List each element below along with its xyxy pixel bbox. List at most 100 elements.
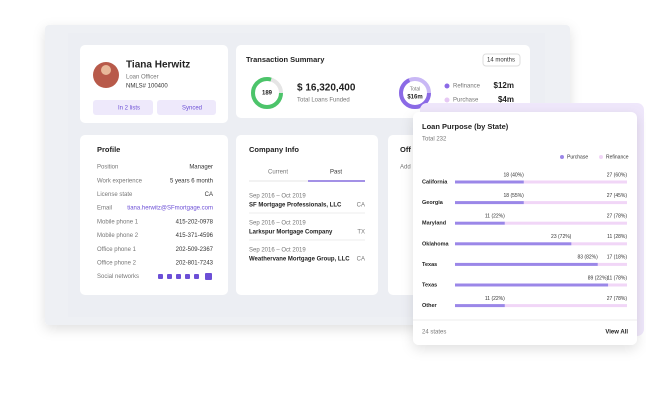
title: Transaction Summary — [246, 55, 325, 64]
bar — [455, 304, 505, 308]
row-value: 415-202-0978 — [176, 219, 214, 225]
row-label: Social networks — [97, 274, 139, 280]
total-label: Total — [410, 86, 421, 92]
state: CA — [357, 203, 365, 209]
row-label: Work experience — [97, 178, 143, 184]
badge — [482, 53, 521, 67]
nmls: NMLS# 100400 — [126, 84, 168, 90]
legend-dot — [444, 97, 450, 103]
name: Tiana Herwitz — [126, 60, 190, 71]
bar — [455, 221, 505, 225]
title: Loan Purpose (by State) — [422, 122, 509, 131]
value-label: 18 (40%) — [504, 172, 525, 178]
dates: Sep 2016 – Oct 2019 — [249, 194, 306, 200]
legend: Refinance — [606, 154, 629, 160]
icon[interactable] — [185, 274, 190, 279]
profile-rows: Position Manager Work experience 5 years 6 … — [97, 165, 214, 281]
icon[interactable] — [158, 274, 163, 279]
total: $16m — [407, 95, 422, 101]
value-label: 89 (22%) — [588, 275, 609, 281]
state: Other — [422, 303, 438, 309]
view-all[interactable]: View All — [605, 330, 628, 336]
count: 189 — [262, 91, 273, 97]
row-label: Office phone 2 — [97, 260, 137, 266]
row-label: Position — [97, 165, 118, 171]
tab[interactable]: Current — [268, 170, 288, 176]
legend: Refinance — [453, 84, 481, 90]
amount: $ 16,320,400 — [297, 83, 356, 94]
add[interactable]: Add — [400, 165, 411, 171]
card — [236, 45, 530, 118]
bar — [504, 221, 627, 225]
bar — [571, 242, 627, 246]
title: Company Info — [249, 145, 299, 154]
button[interactable] — [157, 100, 216, 115]
row-value: 202-509-2367 — [176, 247, 214, 253]
value-label: 23 (72%) — [551, 234, 572, 240]
bar — [597, 262, 627, 266]
ring — [399, 77, 431, 109]
company-name: Larkspur Mortgage Company — [249, 230, 333, 236]
dates: Sep 2016 – Oct 2019 — [249, 221, 306, 227]
bar — [504, 304, 627, 308]
avatar — [101, 65, 111, 75]
value-label: 17 (18%) — [607, 255, 628, 261]
state: Texas — [422, 262, 437, 268]
row-value: Manager — [189, 165, 213, 171]
synced[interactable]: Synced — [182, 106, 202, 112]
title: Profile — [97, 145, 120, 154]
card — [80, 135, 228, 295]
state: CA — [357, 257, 365, 263]
value-label: 27 (45%) — [607, 193, 628, 199]
state: Texas — [422, 282, 437, 288]
icon[interactable] — [205, 273, 212, 280]
social-icons — [158, 273, 212, 280]
value-label: 11 (22%) — [485, 214, 505, 220]
row-value: 202-801-7243 — [176, 260, 214, 266]
card — [236, 135, 378, 295]
legend: Purchase — [453, 98, 479, 104]
legend-value: $4m — [498, 95, 514, 104]
row-value: CA — [205, 192, 213, 198]
state: Oklahoma — [422, 241, 450, 247]
loan-rows: California 18 (40%) 27 (60%) Georgia 18 (55%… — [422, 172, 627, 309]
value-label: 11 (78%) — [607, 275, 627, 281]
popup — [413, 112, 637, 345]
bar — [455, 180, 524, 184]
icon[interactable] — [167, 274, 172, 279]
row-label: Office phone 1 — [97, 247, 137, 253]
lists[interactable]: In 2 lists — [118, 106, 140, 112]
footer: 24 states — [422, 330, 446, 336]
icon[interactable] — [194, 274, 199, 279]
value-label: 27 (78%) — [607, 214, 628, 220]
row-value: 415-371-4596 — [176, 233, 214, 239]
dates: Sep 2016 – Oct 2019 — [249, 248, 306, 254]
company-name: Weathervane Mortgage Group, LLC — [249, 257, 350, 263]
legend-dot — [560, 155, 564, 159]
bar — [608, 283, 627, 287]
row-value: 5 years 6 month — [170, 178, 213, 184]
legend-dot — [444, 83, 450, 89]
bar — [523, 180, 627, 184]
state: Georgia — [422, 200, 444, 206]
role: Loan Officer — [126, 75, 159, 81]
icon[interactable] — [176, 274, 181, 279]
state: California — [422, 179, 448, 185]
title: Off — [400, 145, 411, 154]
period: 14 months — [487, 58, 515, 64]
bar — [455, 262, 598, 266]
value-label: 11 (22%) — [485, 296, 505, 302]
bar — [523, 201, 627, 205]
value-label: 27 (78%) — [607, 296, 628, 302]
row-label: Email — [97, 206, 112, 212]
button[interactable] — [93, 100, 153, 115]
tab[interactable]: Past — [330, 170, 342, 176]
bar — [455, 201, 524, 205]
bar — [455, 242, 572, 246]
ring — [251, 77, 283, 109]
legend-value: $12m — [494, 81, 514, 90]
state: Maryland — [422, 221, 446, 227]
legend-dot — [599, 155, 603, 159]
